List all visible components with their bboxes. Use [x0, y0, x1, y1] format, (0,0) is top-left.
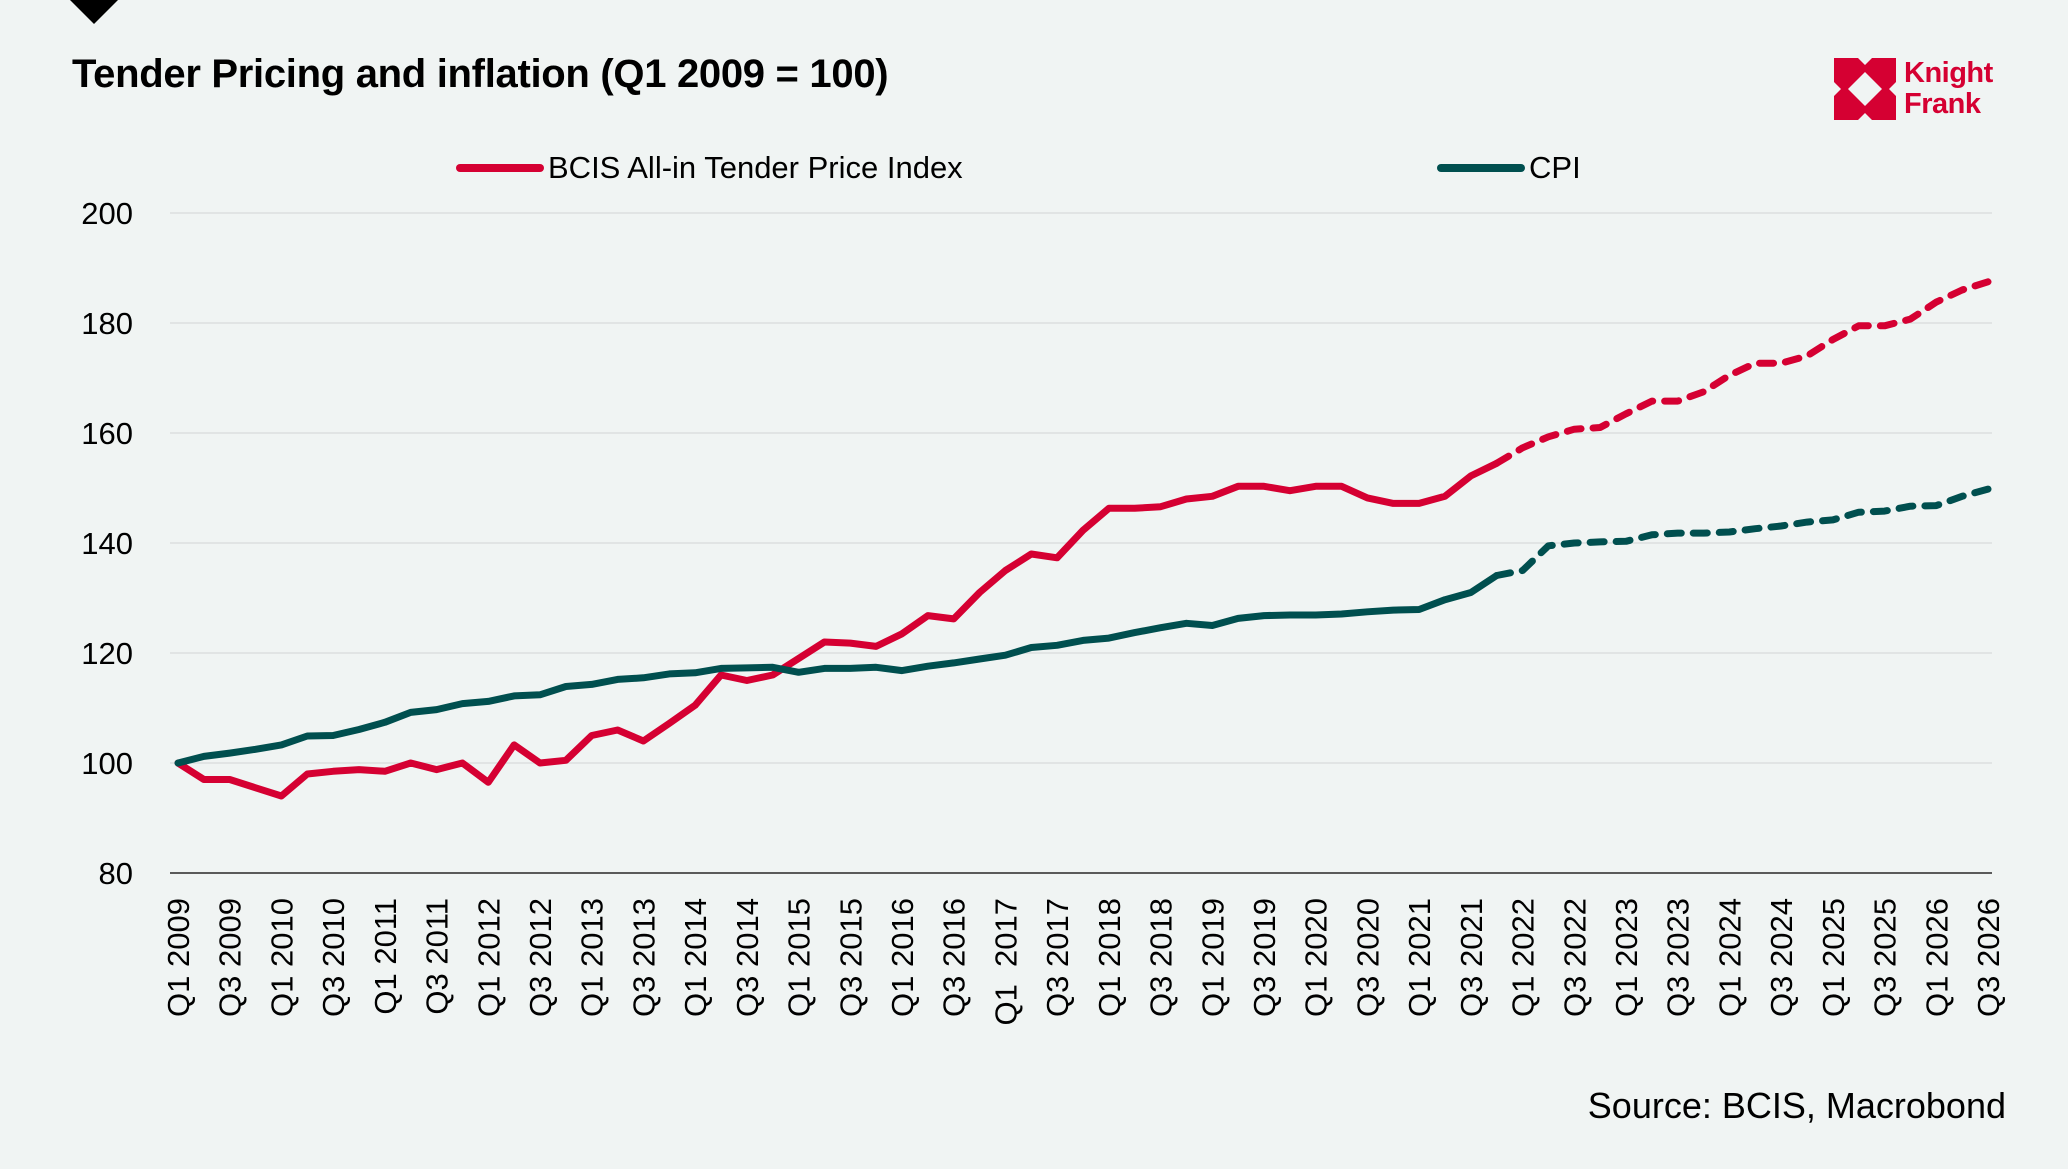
x-tick-label: Q1 2010: [264, 898, 299, 1017]
x-tick-label: Q1 2009: [161, 898, 196, 1017]
logo-line-1: Knight: [1904, 57, 1993, 89]
legend-label-cpi: CPI: [1529, 150, 1581, 185]
knight-frank-emblem-icon: [1834, 58, 1896, 120]
series-line-cpi-forecast: [1493, 485, 1992, 579]
x-axis-ticks: Q1 2009 Q3 2009 Q1 2010 Q3 2010 Q1 2011 Q3 20…: [161, 898, 2006, 1026]
x-tick-label: Q3 2026: [1971, 898, 2006, 1017]
x-tick-label: Q3 2013: [626, 898, 661, 1017]
source-note: Source: BCIS, Macrobond: [1587, 1085, 2006, 1126]
chart-legend: BCIS All-in Tender Price Index CPI: [0, 150, 2068, 190]
x-tick-label: Q1 2012: [471, 898, 506, 1017]
x-tick-label: Q3 2019: [1247, 898, 1282, 1017]
x-tick-label: Q1 2017: [988, 898, 1023, 1026]
x-tick-label: Q1 2018: [1092, 898, 1127, 1017]
x-tick-label: Q1 2023: [1609, 898, 1644, 1017]
x-tick-label: Q1 2022: [1506, 898, 1541, 1017]
logo-line-2: Frank: [1904, 88, 1981, 120]
legend-item-cpi[interactable]: CPI: [1437, 150, 1581, 186]
x-tick-label: Q1 2013: [575, 898, 610, 1017]
x-tick-label: Q3 2009: [213, 898, 248, 1017]
y-tick-label: 140: [81, 526, 133, 561]
x-tick-label: Q3 2011: [420, 898, 455, 1015]
series-line-bcis-actual: [174, 459, 1501, 800]
knight-frank-logo: Knight Frank: [1834, 58, 1993, 120]
x-tick-label: Q3 2017: [1040, 898, 1075, 1017]
corner-marker-icon: [70, 0, 118, 24]
x-tick-label: Q1 2025: [1816, 898, 1851, 1017]
x-tick-label: Q1 2021: [1402, 898, 1437, 1017]
x-tick-label: Q3 2022: [1557, 898, 1592, 1017]
x-tick-label: Q3 2018: [1144, 898, 1179, 1017]
x-tick-label: Q3 2012: [523, 898, 558, 1017]
x-tick-label: Q1 2011: [368, 898, 403, 1015]
x-tick-label: Q3 2016: [937, 898, 972, 1017]
x-tick-label: Q1 2019: [1195, 898, 1230, 1017]
x-tick-label: Q3 2015: [833, 898, 868, 1017]
x-tick-label: Q1 2016: [885, 898, 920, 1017]
x-tick-label: Q1 2020: [1299, 898, 1334, 1017]
y-tick-label: 180: [81, 306, 133, 341]
x-tick-label: Q1 2026: [1919, 898, 1954, 1017]
x-tick-label: Q3 2025: [1868, 898, 1903, 1017]
series-lines: [174, 278, 1992, 800]
x-tick-label: Q1 2014: [678, 898, 713, 1017]
y-tick-label: 160: [81, 416, 133, 451]
y-tick-label: 120: [81, 636, 133, 671]
y-axis-ticks: 80 100 120 140 160 180 200: [81, 196, 133, 891]
x-tick-label: Q3 2020: [1350, 898, 1385, 1017]
series-line-bcis-forecast: [1493, 278, 1992, 467]
series-line-cpi-actual: [174, 572, 1501, 767]
x-tick-label: Q3 2023: [1661, 898, 1696, 1017]
legend-label-bcis: BCIS All-in Tender Price Index: [548, 150, 963, 185]
logo-wordmark: Knight Frank: [1904, 58, 1993, 120]
gridlines: [170, 212, 1992, 874]
x-tick-label: Q3 2024: [1764, 898, 1799, 1017]
x-tick-label: Q1 2024: [1712, 898, 1747, 1017]
legend-item-bcis[interactable]: BCIS All-in Tender Price Index: [456, 150, 963, 186]
y-tick-label: 80: [99, 856, 133, 891]
legend-swatch-cpi: [1437, 164, 1525, 172]
x-tick-label: Q3 2014: [730, 898, 765, 1017]
x-tick-label: Q1 2015: [782, 898, 817, 1017]
chart-title: Tender Pricing and inflation (Q1 2009 = …: [72, 52, 889, 96]
x-tick-label: Q3 2021: [1454, 898, 1489, 1017]
y-tick-label: 200: [81, 196, 133, 231]
x-tick-label: Q3 2010: [316, 898, 351, 1017]
legend-swatch-bcis: [456, 164, 544, 172]
y-tick-label: 100: [81, 746, 133, 781]
